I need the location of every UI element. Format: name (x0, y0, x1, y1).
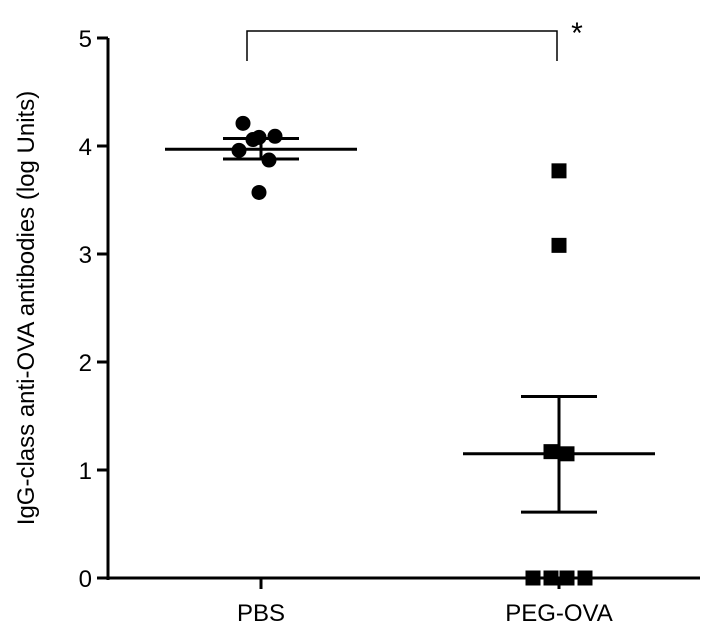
data-point-square (551, 163, 567, 179)
data-point-circle (267, 128, 283, 144)
y-tick-label: 5 (79, 26, 92, 53)
x-axis: PBS PEG-OVA (106, 576, 700, 627)
data-point-square (525, 570, 541, 586)
y-tick-label: 0 (79, 566, 92, 593)
y-axis: 0 1 2 3 4 5 (79, 26, 110, 593)
data-point-square (543, 444, 559, 460)
data-point-circle (235, 115, 251, 131)
data-point-square (559, 570, 575, 586)
x-tick-label: PBS (237, 600, 285, 627)
data-point-square (577, 570, 593, 586)
significance-bracket: * (246, 17, 583, 61)
y-tick-label: 4 (79, 134, 92, 161)
error-bars (165, 136, 655, 514)
data-points (231, 115, 593, 586)
data-point-circle (251, 129, 267, 145)
y-axis-title: IgG-class anti-OVA antibodies (log Units… (13, 91, 40, 525)
y-tick-label: 1 (79, 458, 92, 485)
data-point-square (551, 237, 567, 253)
y-tick-label: 3 (79, 242, 92, 269)
bracket-line (246, 30, 558, 61)
data-point-square (559, 446, 575, 462)
data-point-circle (261, 152, 277, 168)
data-point-circle (231, 142, 247, 158)
significance-label: * (571, 17, 583, 50)
data-point-square (543, 570, 559, 586)
y-tick-label: 2 (79, 350, 92, 377)
x-tick-label: PEG-OVA (505, 600, 613, 627)
data-point-circle (251, 184, 267, 200)
